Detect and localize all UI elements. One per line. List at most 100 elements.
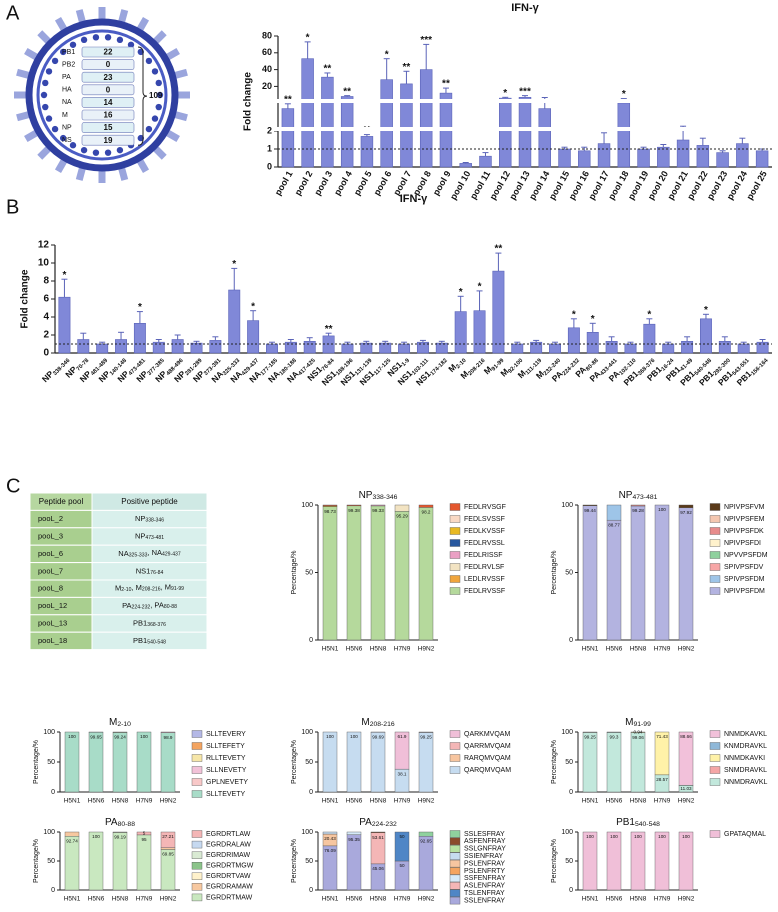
value-label: 92.74 xyxy=(66,838,78,843)
value-label: 100 xyxy=(68,734,76,739)
x-tick-label: H7N9 xyxy=(394,896,411,903)
y-tick-label: 50 xyxy=(305,858,313,865)
stack-segment xyxy=(678,731,694,786)
y-tick-label: 50 xyxy=(305,569,313,576)
x-tick-label: H5N8 xyxy=(370,896,387,903)
value-label: 99.24 xyxy=(114,735,126,740)
bar xyxy=(301,58,314,168)
legend-swatch xyxy=(191,840,203,849)
table-text: PB1368-376 xyxy=(133,618,166,628)
significance: ** xyxy=(442,79,450,90)
y-tick-label: 10 xyxy=(38,258,50,269)
legend-label: FEDLRVSSL xyxy=(464,540,505,547)
significance: * xyxy=(459,287,463,298)
legend-label: NNMDKAVKI xyxy=(724,755,765,762)
y-tick-label: 2 xyxy=(43,330,49,341)
segment-box xyxy=(81,109,135,121)
bead xyxy=(59,48,67,56)
y-tick-label: 100 xyxy=(301,502,313,509)
stack-segment xyxy=(64,836,80,891)
value-label: 100 xyxy=(610,834,618,839)
significance: ** xyxy=(495,244,503,255)
x-tick-label: H5N1 xyxy=(322,646,339,653)
bar xyxy=(755,150,769,168)
legend-swatch xyxy=(709,527,721,535)
stack-segment xyxy=(370,505,386,641)
legend-swatch xyxy=(709,575,721,583)
legend-swatch xyxy=(191,754,203,762)
legend-swatch xyxy=(709,587,721,595)
significance: * xyxy=(232,259,236,270)
bar xyxy=(133,322,146,354)
bar xyxy=(511,343,524,354)
y-axis-label: Percentage/% xyxy=(291,839,298,883)
x-tick-label: H7N9 xyxy=(394,798,411,805)
legend-label: QARKMVQAM xyxy=(464,731,510,738)
legend-swatch xyxy=(449,539,461,547)
bar xyxy=(718,340,731,354)
legend-label: EGRDRTMGW xyxy=(206,863,254,870)
bead xyxy=(116,146,124,154)
bar xyxy=(518,97,532,168)
segment-count: 23 xyxy=(104,73,113,82)
legend-swatch xyxy=(449,845,461,853)
legend-label: RARQMVQAM xyxy=(464,755,511,762)
value-label: 53.61 xyxy=(372,835,384,840)
legend-label: SPIVPSFDM xyxy=(724,576,765,583)
bar xyxy=(303,340,316,354)
chart-title: PA80-88 xyxy=(105,817,135,828)
stack-segment xyxy=(160,831,176,848)
value-label: 95.35 xyxy=(348,837,360,842)
stack-segment xyxy=(654,504,670,641)
y-axis-label: Percentage/% xyxy=(551,740,558,784)
bar xyxy=(479,155,492,168)
x-tick-label: H5N6 xyxy=(606,646,623,653)
value-label: 99.44 xyxy=(584,508,596,513)
segment-total: 109 xyxy=(149,91,163,100)
bead xyxy=(92,149,100,156)
significance: * xyxy=(503,88,507,99)
x-tick-label: H7N9 xyxy=(136,896,153,903)
legend-swatch xyxy=(709,742,721,750)
y-tick-label: 50 xyxy=(305,759,313,766)
legend-swatch xyxy=(709,551,721,559)
stack-segment xyxy=(160,847,176,850)
bead xyxy=(45,68,53,75)
significance: * xyxy=(385,49,389,60)
significance: ** xyxy=(324,64,332,75)
bar xyxy=(597,143,611,168)
legend-swatch xyxy=(449,852,461,860)
legend-label: SLLNEVETY xyxy=(206,767,247,774)
bar xyxy=(321,76,334,168)
x-tick-label: H5N8 xyxy=(370,798,387,805)
value-label: 99.33 xyxy=(372,508,384,513)
x-tick-label: H9N2 xyxy=(418,896,435,903)
value-label: 5 xyxy=(143,831,146,836)
chart-title: M2-10 xyxy=(109,717,131,728)
segment-count: 15 xyxy=(104,123,113,132)
chart-title: M91-99 xyxy=(625,717,651,728)
stack-segment xyxy=(654,731,670,776)
value-label: 38.1 xyxy=(398,771,407,776)
table-text: PB1540-548 xyxy=(133,636,166,646)
legend-label: SSLESFRAY xyxy=(464,831,505,838)
stack-segment xyxy=(64,831,80,837)
significance: * xyxy=(478,282,482,293)
segment-count: 0 xyxy=(106,60,111,69)
bead xyxy=(45,115,53,122)
x-tick-label: pool 1 xyxy=(273,169,295,197)
value-label: 99.25 xyxy=(420,735,432,740)
significance: ** xyxy=(403,62,411,73)
y-tick-label: 0 xyxy=(43,348,49,359)
significance: * xyxy=(572,309,576,320)
legend-label: NPIVPSFDI xyxy=(724,540,761,547)
y-axis-label: Percentage/% xyxy=(33,740,40,784)
y-tick-label: 100 xyxy=(43,829,55,836)
bar xyxy=(676,139,690,168)
legend-swatch xyxy=(449,515,461,523)
legend-swatch xyxy=(449,896,461,905)
y-axis-label: Percentage/% xyxy=(291,551,298,595)
y-tick-label: 100 xyxy=(301,729,313,736)
x-tick-label: H5N8 xyxy=(370,646,387,653)
table-text: M2-10, M208-216, M91-99 xyxy=(115,582,184,593)
